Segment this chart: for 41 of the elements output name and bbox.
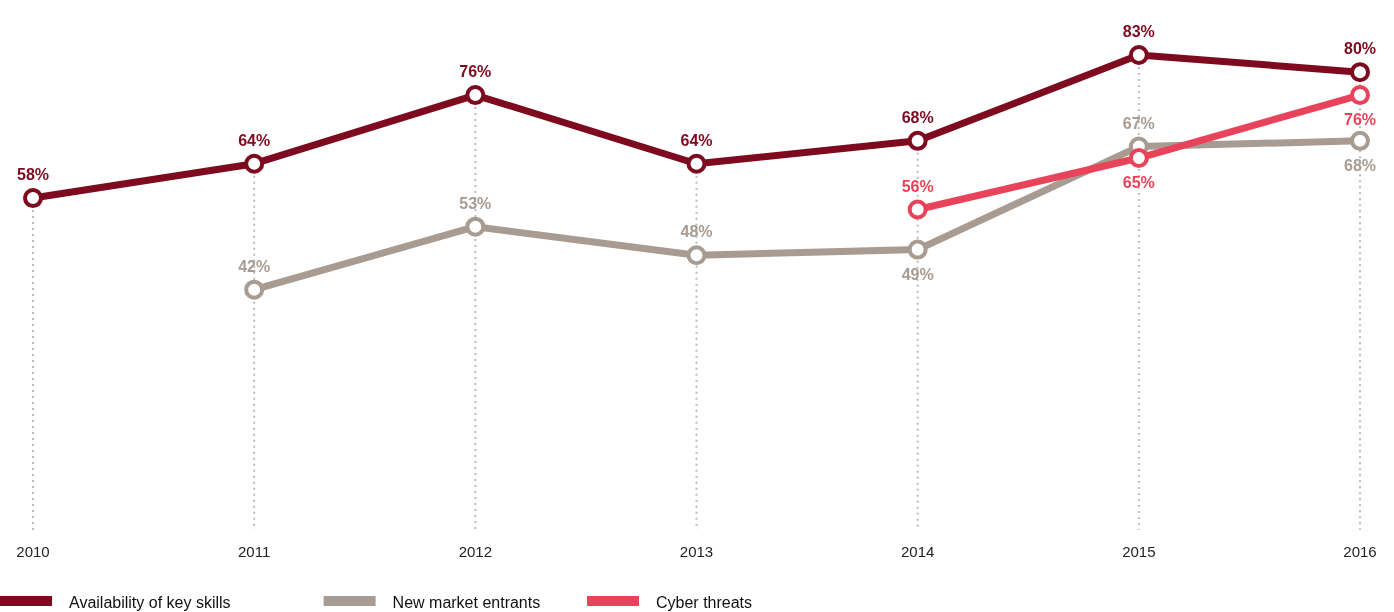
x-tick-label: 2011: [238, 543, 271, 560]
point: [686, 153, 707, 174]
data-label: 53%: [459, 194, 492, 212]
data-label: 64%: [238, 131, 271, 149]
x-tick-label: 2013: [679, 543, 714, 560]
data-label: 56%: [901, 177, 934, 195]
data-label: 67%: [1122, 114, 1155, 132]
data-label: 48%: [680, 223, 713, 241]
point: [1128, 45, 1149, 65]
point: [465, 85, 486, 106]
legend-label: Cyber threats: [656, 594, 753, 611]
data-label: 76%: [1343, 111, 1377, 129]
x-tick-label: 2015: [1122, 543, 1156, 560]
point: [465, 216, 486, 237]
point: [1350, 130, 1370, 151]
point: [686, 245, 707, 266]
point: [1350, 85, 1370, 106]
point: [23, 188, 43, 209]
data-label: 80%: [1343, 40, 1377, 58]
point: [907, 199, 928, 220]
legend-label: New market entrants: [392, 594, 541, 611]
data-label: 58%: [16, 166, 50, 184]
point: [244, 279, 265, 300]
point: [1350, 62, 1370, 83]
point: [1128, 148, 1149, 169]
data-label: 42%: [238, 257, 271, 275]
x-tick-label: 2014: [900, 543, 935, 560]
point: [244, 153, 265, 174]
data-label: 49%: [901, 265, 934, 283]
point: [907, 130, 928, 151]
x-tick-label: 2010: [16, 543, 50, 560]
point: [907, 239, 928, 260]
legend-label: Availability of key skills: [69, 594, 231, 611]
data-label: 65%: [1122, 174, 1155, 192]
data-label: 76%: [459, 63, 492, 81]
x-tick-label: 2016: [1343, 543, 1377, 560]
data-label: 83%: [1122, 23, 1155, 40]
data-label: 68%: [1343, 156, 1377, 174]
data-label: 64%: [680, 131, 713, 149]
x-tick-label: 2012: [458, 543, 493, 560]
data-label: 68%: [901, 108, 934, 126]
